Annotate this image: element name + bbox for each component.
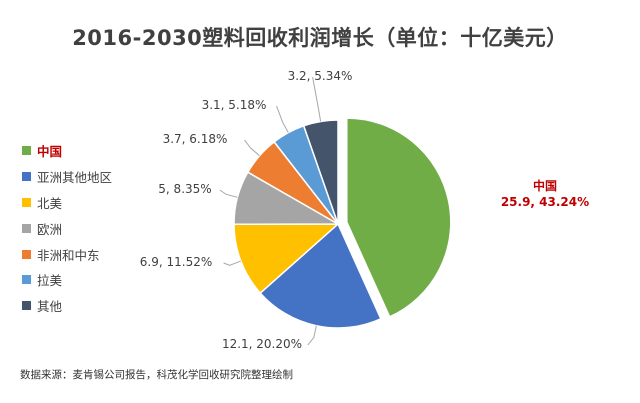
leader-line <box>223 260 242 266</box>
chart-title: 2016-2030塑料回收利润增长（单位：十亿美元） <box>72 26 568 50</box>
legend-item: 北美 <box>22 190 112 216</box>
legend-label: 亚洲其他地区 <box>37 170 113 186</box>
legend-swatch <box>22 197 31 207</box>
leader-line <box>219 189 238 198</box>
chart-legend: 中国亚洲其他地区 北美欧洲非洲和中东拉美其他 <box>22 138 112 319</box>
legend-label: 拉美 <box>37 273 63 289</box>
data-label: 中国 25.9, 43.24% <box>501 178 589 209</box>
data-source-note: 数据来源：麦肯锡公司报告，科茂化学回收研究院整理绘制 <box>20 369 293 381</box>
legend-item: 欧洲 <box>22 215 112 241</box>
legend-swatch <box>22 223 31 233</box>
data-label: 3.7, 6.18% <box>163 132 228 146</box>
leader-line <box>312 76 322 122</box>
legend-label: 欧洲 <box>37 221 63 237</box>
data-label: 5, 8.35% <box>158 182 211 196</box>
leader-line <box>307 325 317 346</box>
pie-slice <box>346 117 452 318</box>
legend-label: 非洲和中东 <box>37 247 100 263</box>
legend-swatch <box>22 249 31 259</box>
leader-line <box>244 139 260 157</box>
legend-item: 其他 <box>22 293 112 319</box>
legend-item: 非洲和中东 <box>22 241 112 267</box>
data-label: 3.2, 5.34% <box>288 69 353 83</box>
data-label: 12.1, 20.20% <box>222 337 302 351</box>
leader-line <box>276 105 289 133</box>
legend-label: 北美 <box>37 195 63 211</box>
legend-label: 中国 <box>37 144 63 160</box>
legend-item: 中国 <box>22 138 112 164</box>
legend-item: 亚洲其他地区 <box>22 164 112 190</box>
legend-label: 其他 <box>37 299 63 315</box>
pie-slice <box>302 119 339 225</box>
pie-slice <box>233 223 340 295</box>
data-label: 6.9, 11.52% <box>140 255 212 269</box>
legend-swatch <box>22 146 31 156</box>
legend-swatch <box>22 275 31 285</box>
legend-swatch <box>22 301 31 311</box>
legend-item: 拉美 <box>22 267 112 293</box>
legend-swatch <box>22 172 31 182</box>
data-label: 3.1, 5.18% <box>202 98 267 112</box>
